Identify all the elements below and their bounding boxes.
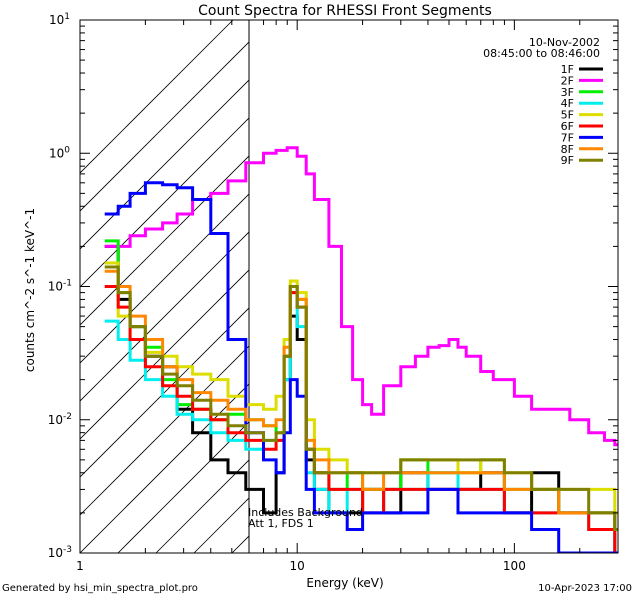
x-tick-label: 1: [76, 559, 84, 573]
legend-label: 2F: [561, 74, 574, 87]
legend-label: 1F: [561, 63, 574, 76]
hatch-line: [80, 193, 250, 364]
series-line-2F: [104, 146, 618, 447]
legend-label: 9F: [561, 154, 574, 167]
footer-generator: Generated by hsi_min_spectra_plot.pro: [2, 583, 198, 594]
svg-text:10-1: 10-1: [48, 279, 72, 294]
series-line-7F: [104, 181, 618, 553]
hatch-line: [155, 459, 250, 553]
hatch-line: [80, 79, 250, 250]
legend-label: 6F: [561, 120, 574, 133]
y-tick-label: 101: [49, 12, 70, 27]
svg-text:100: 100: [49, 145, 70, 160]
y-axis-label: counts cm^-2 s^-1 keV^-1: [23, 208, 37, 372]
axis-ticks: [79, 19, 619, 554]
attenuator-note: Att 1, FDS 1: [248, 517, 314, 530]
hatch-line: [80, 307, 250, 478]
svg-text:10-2: 10-2: [48, 412, 72, 427]
x-axis-label: Energy (keV): [306, 576, 383, 590]
legend-label: 4F: [561, 97, 574, 110]
hatch-line: [80, 41, 250, 212]
y-tick-label: 10-1: [48, 279, 72, 294]
legend-label: 8F: [561, 143, 574, 156]
legend-label: 5F: [561, 109, 574, 122]
x-tick-label: 100: [503, 559, 526, 573]
hatch-line: [80, 345, 250, 516]
chart-title: Count Spectra for RHESSI Front Segments: [198, 3, 492, 19]
hatch-line: [574, 20, 640, 553]
svg-text:101: 101: [49, 12, 70, 27]
time-range-annotation: 08:45:00 to 08:46:00: [483, 47, 600, 60]
y-tick-label: 10-3: [48, 545, 72, 560]
hatch-line: [117, 421, 250, 553]
series-layer: [104, 146, 618, 553]
y-tick-label: 10-2: [48, 412, 72, 427]
hatch-line: [80, 269, 250, 440]
footer-timestamp: 10-Apr-2023 17:00: [538, 583, 632, 594]
series-line-9F: [104, 265, 618, 531]
x-tick-label: 10: [290, 559, 305, 573]
legend-label: 7F: [561, 131, 574, 144]
hatch-line: [80, 231, 250, 402]
svg-text:10-3: 10-3: [48, 545, 72, 560]
legend-label: 3F: [561, 86, 574, 99]
background-note: Includes Background: [248, 506, 363, 519]
date-annotation: 10-Nov-2002: [529, 36, 600, 49]
hatch-line: [80, 383, 250, 553]
y-tick-label: 100: [49, 145, 70, 160]
hatch-line: [80, 20, 234, 174]
